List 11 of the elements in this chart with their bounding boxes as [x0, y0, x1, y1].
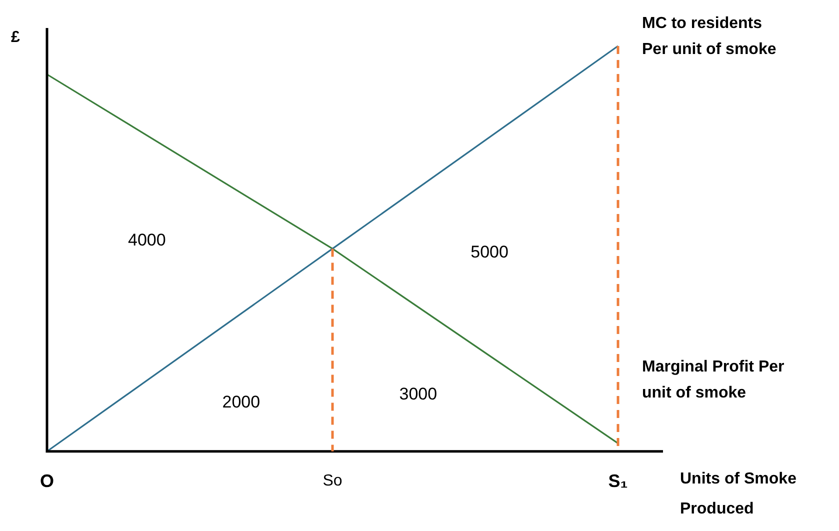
annotation: 2000: [222, 392, 260, 412]
annotation: 4000: [128, 230, 166, 250]
x-axis-title: Units of Smoke Produced: [680, 470, 797, 518]
annotation: 3000: [399, 384, 438, 404]
x-tick-label: S₁: [608, 471, 628, 492]
annotation: 5000: [470, 242, 508, 262]
x-tick-label: O: [40, 471, 54, 492]
y-axis-title: £: [11, 29, 20, 46]
text: Marginal Profit Per unit of smoke: [642, 358, 784, 402]
series-label: MC to residents Per unit of smoke: [642, 15, 776, 58]
x-tick-label: So: [322, 472, 342, 490]
